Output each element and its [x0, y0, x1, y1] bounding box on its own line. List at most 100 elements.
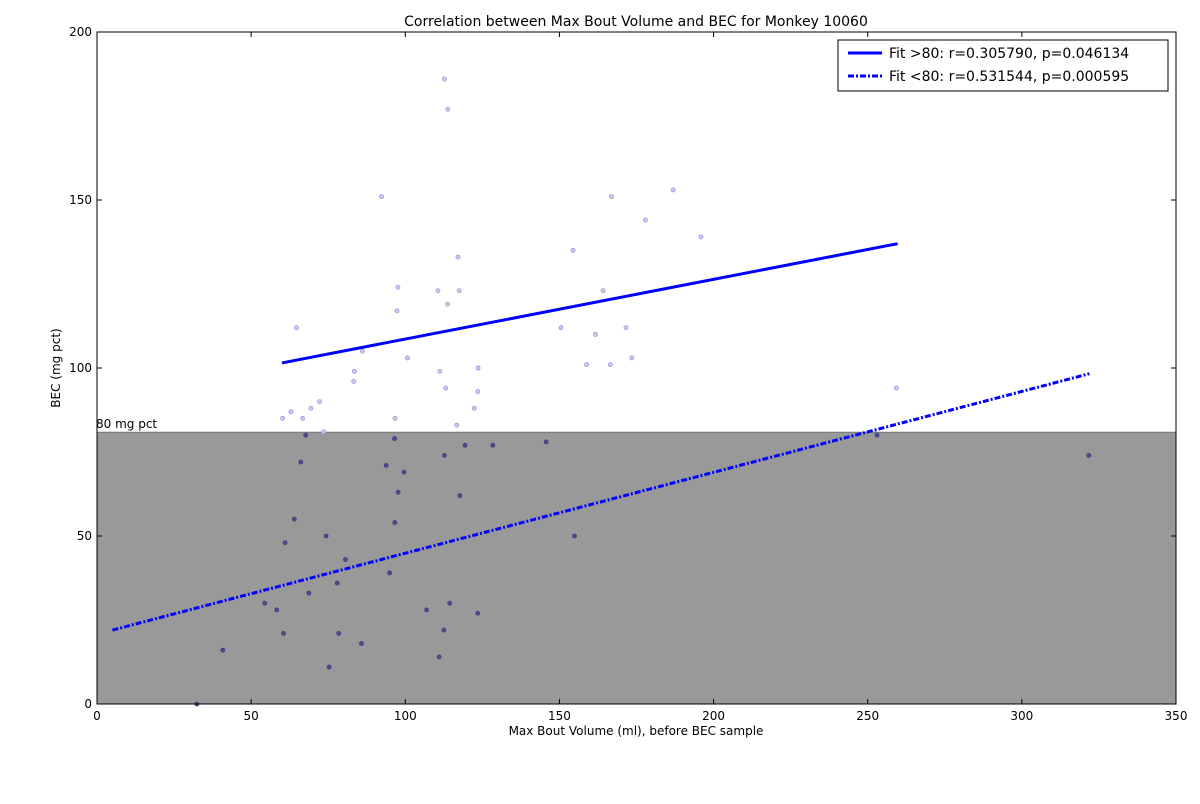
data-point [445, 301, 450, 307]
x-tick-label: 250 [856, 709, 879, 723]
data-point [306, 590, 312, 596]
data-point [379, 194, 384, 200]
chart-title: Correlation between Max Bout Volume and … [404, 14, 868, 30]
data-point [623, 325, 629, 331]
data-point [317, 399, 322, 404]
x-tick-label: 200 [702, 709, 725, 723]
data-point [392, 415, 398, 421]
data-point [336, 631, 342, 636]
x-tick-label: 50 [244, 709, 259, 723]
legend-box [837, 39, 1169, 92]
data-point [441, 627, 447, 633]
data-point [543, 439, 549, 445]
x-tick-label: 150 [548, 709, 571, 723]
data-point [572, 533, 577, 539]
data-point [462, 442, 468, 448]
data-point [670, 187, 676, 193]
legend-entry: Fit >80: r=0.305790, p=0.046134 [889, 46, 1129, 62]
data-point [359, 641, 364, 646]
data-point [395, 489, 401, 495]
data-point [401, 469, 407, 475]
data-point [584, 362, 589, 368]
y-tick-label: 0 [84, 697, 92, 711]
data-point [334, 580, 340, 586]
data-point [475, 389, 481, 394]
y-axis-title: BEC (mg pct) [49, 328, 63, 407]
x-tick-label: 350 [1165, 709, 1188, 723]
data-point [282, 540, 288, 546]
data-point [281, 631, 286, 636]
data-point [607, 362, 613, 368]
data-point [424, 607, 429, 613]
y-tick-label: 100 [69, 361, 92, 375]
data-point [609, 194, 614, 200]
x-axis-title: Max Bout Volume (ml), before BEC sample [509, 724, 764, 738]
data-point [436, 654, 442, 660]
data-point [262, 600, 268, 606]
data-point [457, 493, 463, 499]
data-point [360, 348, 365, 354]
data-point [387, 570, 392, 576]
data-point [475, 610, 481, 616]
data-point [220, 647, 226, 653]
y-tick-label: 200 [69, 25, 92, 39]
data-point [352, 368, 357, 374]
data-point [383, 463, 389, 468]
data-point [570, 247, 576, 253]
legend-entry: Fit <80: r=0.531544, p=0.000595 [889, 69, 1129, 85]
data-point [351, 379, 357, 384]
data-point [593, 331, 598, 337]
data-point [392, 436, 397, 441]
data-point [288, 409, 294, 415]
data-point [395, 284, 401, 290]
y-tick-label: 50 [77, 529, 92, 543]
data-point [392, 520, 398, 525]
data-point [629, 355, 635, 361]
threshold-label: 80 mg pct [96, 417, 157, 431]
threshold-region [97, 432, 1176, 704]
data-point [445, 106, 451, 112]
fit-line-below-80 [112, 372, 1090, 632]
data-point [874, 432, 880, 438]
plot-area: 80 mg pct 0 50 100 150 200 250 300 350 0 50 100 150 2… [69, 25, 1187, 723]
data-point [893, 385, 899, 391]
x-tick-label: 300 [1010, 709, 1033, 723]
data-point [405, 355, 410, 361]
data-point [321, 429, 326, 435]
data-point [442, 452, 447, 458]
data-point [471, 405, 477, 411]
x-tick-label: 100 [394, 709, 417, 723]
data-point [394, 308, 400, 314]
data-point [294, 325, 299, 331]
data-point [280, 415, 285, 421]
data-point [300, 415, 306, 421]
x-tick-label: 0 [93, 709, 101, 723]
data-point [323, 533, 329, 539]
data-point [343, 557, 348, 562]
data-point [308, 405, 314, 411]
data-point [274, 607, 280, 613]
data-point [558, 325, 564, 331]
y-tick-label: 150 [69, 193, 92, 207]
data-point [442, 76, 447, 82]
data-point [291, 516, 297, 522]
data-point [600, 288, 606, 294]
data-point [454, 422, 460, 428]
data-point [447, 600, 453, 606]
data-point [443, 385, 449, 391]
data-point [490, 442, 496, 448]
data-point [435, 288, 441, 294]
data-point [455, 254, 461, 260]
data-point [456, 288, 462, 294]
fit-line-above-80 [281, 242, 898, 365]
data-point [1086, 452, 1092, 458]
data-point [437, 368, 443, 374]
data-point [643, 217, 648, 223]
data-point [326, 664, 332, 670]
data-point [475, 365, 481, 371]
data-point [303, 432, 309, 438]
data-point [298, 459, 304, 465]
data-point [698, 234, 704, 240]
